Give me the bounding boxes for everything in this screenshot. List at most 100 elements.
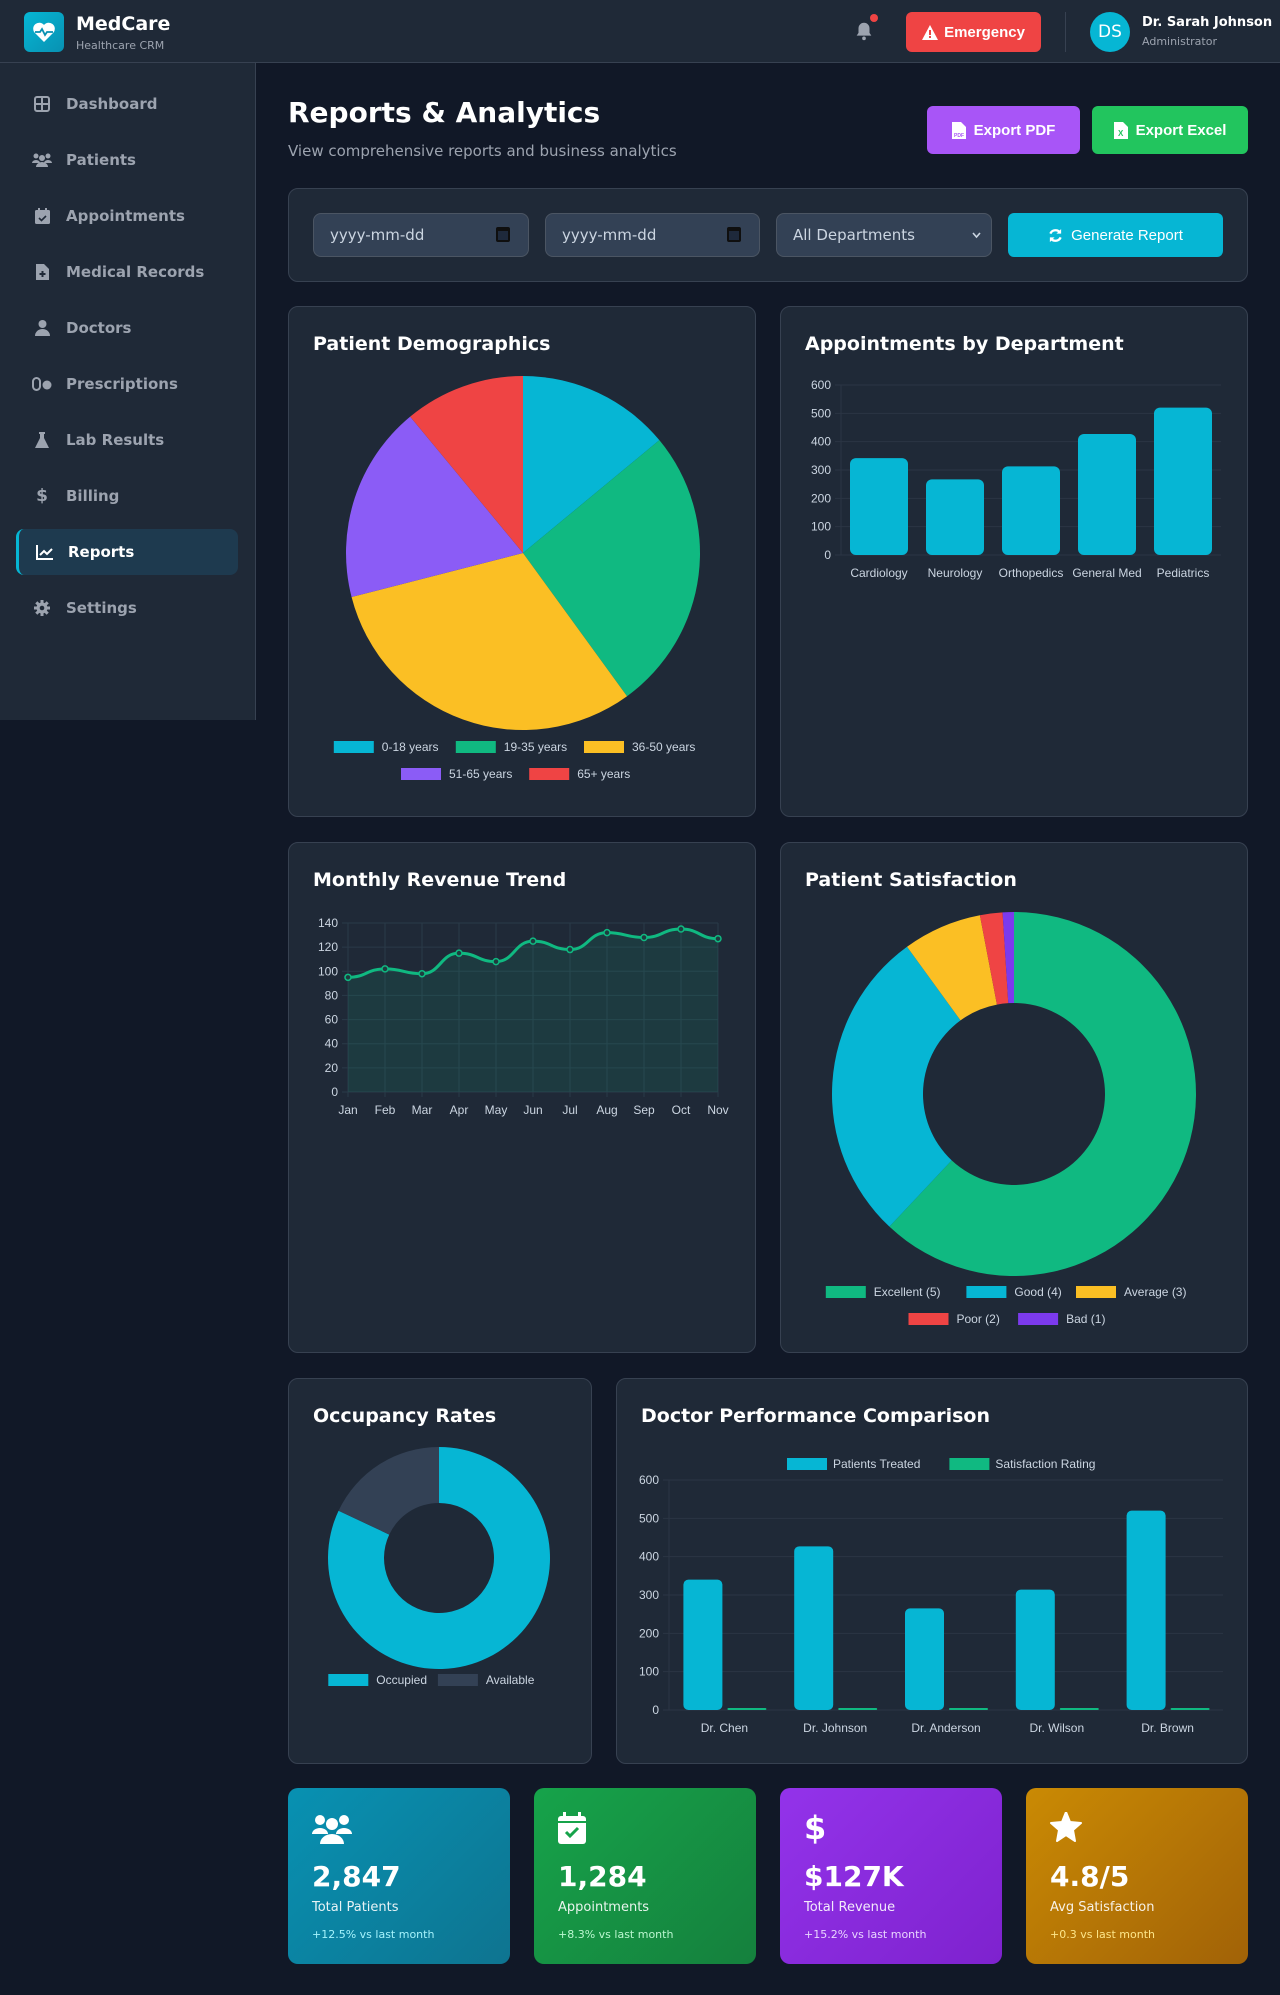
stat-value: 1,284 bbox=[558, 1860, 647, 1893]
export-excel-label: Export Excel bbox=[1135, 121, 1227, 139]
y-tick-label: 400 bbox=[639, 1550, 659, 1564]
avatar[interactable]: DS bbox=[1090, 12, 1130, 52]
end-date-input[interactable]: yyyy-mm-dd bbox=[545, 213, 760, 257]
legend-label: 36-50 years bbox=[632, 740, 695, 754]
legend-label: Excellent (5) bbox=[874, 1285, 941, 1299]
export-excel-button[interactable]: X Export Excel bbox=[1092, 106, 1248, 154]
x-tick-label: Sep bbox=[633, 1103, 655, 1117]
y-tick-label: 20 bbox=[325, 1061, 339, 1075]
sidebar-item-settings[interactable]: Settings bbox=[16, 585, 238, 631]
data-point-sep bbox=[640, 933, 648, 942]
legend-swatch bbox=[908, 1313, 949, 1325]
y-tick-label: 200 bbox=[811, 491, 831, 505]
monthly-revenue-chart: 0 20 40 60 80 100 120 140 Jan Feb Mar Apr May Jun Jul A… bbox=[318, 916, 729, 1117]
x-tick-label: Cardiology bbox=[850, 566, 907, 580]
x-tick-label: Mar bbox=[412, 1103, 433, 1117]
chart-title: Patient Satisfaction bbox=[805, 869, 1017, 891]
dollar-icon: $ bbox=[804, 1809, 827, 1847]
bar-patients-treated-dr-wilson bbox=[1015, 1589, 1055, 1710]
department-select[interactable]: All Departments bbox=[776, 213, 992, 257]
appointments-by-department-chart: 0 100 200 300 400 500 600 Cardiology Neurology Or… bbox=[811, 378, 1221, 580]
sidebar-item-lab-results[interactable]: Lab Results bbox=[16, 417, 238, 463]
top-bar: MedCare Healthcare CRM Emergency DS Dr. … bbox=[0, 0, 1280, 63]
bell-icon[interactable] bbox=[853, 20, 875, 42]
y-tick-label: 600 bbox=[639, 1473, 659, 1487]
legend-label: Available bbox=[486, 1673, 535, 1687]
bar-patients-treated-dr-anderson bbox=[905, 1608, 944, 1710]
sidebar-item-reports[interactable]: Reports bbox=[16, 529, 238, 575]
patient-demographics-card: Patient Demographics 0-18 years 19-35 yea… bbox=[288, 306, 756, 817]
sidebar-item-dashboard[interactable]: Dashboard bbox=[16, 81, 238, 127]
appointments-by-department-card: Appointments by Department 0 100 200 300 400… bbox=[780, 306, 1248, 817]
stat-value: 4.8/5 bbox=[1050, 1860, 1130, 1893]
stat-card-total-revenue: $ $127K Total Revenue +15.2% vs last mon… bbox=[780, 1788, 1002, 1964]
bar-pediatrics bbox=[1154, 407, 1212, 555]
generate-report-button[interactable]: Generate Report bbox=[1008, 213, 1223, 257]
data-point-mar bbox=[418, 969, 426, 978]
page-title: Reports & Analytics bbox=[288, 96, 601, 129]
calendar-icon[interactable] bbox=[727, 227, 741, 242]
sidebar: Dashboard Patients Appointments Medical Rec… bbox=[0, 63, 256, 720]
notification-dot bbox=[870, 14, 878, 22]
sidebar-item-label: Doctors bbox=[66, 319, 132, 337]
data-point-jul bbox=[566, 945, 574, 954]
sidebar-item-label: Dashboard bbox=[66, 95, 158, 113]
x-tick-label: Oct bbox=[672, 1103, 691, 1117]
x-tick-label: Dr. Anderson bbox=[911, 1721, 980, 1735]
legend-label: Occupied bbox=[376, 1673, 427, 1687]
sidebar-item-appointments[interactable]: Appointments bbox=[16, 193, 238, 239]
x-tick-label: Nov bbox=[707, 1103, 728, 1117]
bar-neurology bbox=[926, 479, 984, 555]
x-tick-label: Dr. Johnson bbox=[803, 1721, 867, 1735]
y-tick-label: 60 bbox=[325, 1013, 339, 1027]
bar-satisfaction-rating-dr-wilson bbox=[1059, 1708, 1099, 1710]
sidebar-item-billing[interactable]: $ Billing bbox=[16, 473, 238, 519]
y-tick-label: 300 bbox=[639, 1588, 659, 1602]
doctor-icon bbox=[32, 320, 52, 336]
bar-satisfaction-rating-dr-anderson bbox=[949, 1708, 988, 1710]
flask-icon bbox=[32, 432, 52, 448]
y-tick-label: 140 bbox=[318, 916, 338, 930]
legend-label: 0-18 years bbox=[382, 740, 439, 754]
legend-swatch bbox=[333, 741, 374, 753]
end-date-placeholder: yyyy-mm-dd bbox=[562, 226, 657, 244]
legend-label: 19-35 years bbox=[504, 740, 567, 754]
sidebar-item-label: Reports bbox=[68, 543, 135, 561]
data-point-may bbox=[492, 957, 500, 966]
pie-slice-51-65-years bbox=[346, 416, 523, 598]
start-date-input[interactable]: yyyy-mm-dd bbox=[313, 213, 529, 257]
bar-general-med bbox=[1078, 434, 1136, 555]
svg-text:PDF: PDF bbox=[954, 133, 964, 139]
legend-label: 65+ years bbox=[577, 767, 630, 781]
calendar-check-icon bbox=[558, 1812, 586, 1844]
sidebar-item-label: Prescriptions bbox=[66, 375, 178, 393]
svg-text:X: X bbox=[1118, 129, 1124, 138]
chart-title: Appointments by Department bbox=[805, 333, 1124, 355]
emergency-button[interactable]: Emergency bbox=[906, 12, 1041, 52]
user-role: Administrator bbox=[1142, 35, 1217, 48]
sidebar-item-prescriptions[interactable]: Prescriptions bbox=[16, 361, 238, 407]
stat-card-total-patients: 2,847 Total Patients +12.5% vs last mont… bbox=[288, 1788, 510, 1964]
gear-icon bbox=[32, 600, 52, 616]
sidebar-item-patients[interactable]: Patients bbox=[16, 137, 238, 183]
y-tick-label: 500 bbox=[811, 406, 831, 420]
bar-cardiology bbox=[850, 458, 908, 555]
export-pdf-button[interactable]: PDF Export PDF bbox=[927, 106, 1080, 154]
y-tick-label: 100 bbox=[318, 964, 338, 978]
pie-slice-bad-1- bbox=[1002, 912, 1014, 1004]
data-point-jan bbox=[344, 973, 352, 982]
sidebar-item-doctors[interactable]: Doctors bbox=[16, 305, 238, 351]
x-tick-label: Orthopedics bbox=[999, 566, 1064, 580]
pie-slice-65-years bbox=[410, 376, 523, 553]
sidebar-item-label: Lab Results bbox=[66, 431, 165, 449]
x-tick-label: General Med bbox=[1072, 566, 1141, 580]
sidebar-item-label: Medical Records bbox=[66, 263, 205, 281]
legend-swatch bbox=[1076, 1286, 1116, 1298]
sidebar-item-medical-records[interactable]: Medical Records bbox=[16, 249, 238, 295]
bar-orthopedics bbox=[1002, 466, 1060, 555]
user-name: Dr. Sarah Johnson bbox=[1142, 15, 1273, 30]
y-tick-label: 120 bbox=[318, 940, 338, 954]
divider bbox=[1065, 12, 1066, 52]
calendar-icon[interactable] bbox=[496, 227, 510, 242]
bar-patients-treated-dr-johnson bbox=[794, 1546, 834, 1710]
